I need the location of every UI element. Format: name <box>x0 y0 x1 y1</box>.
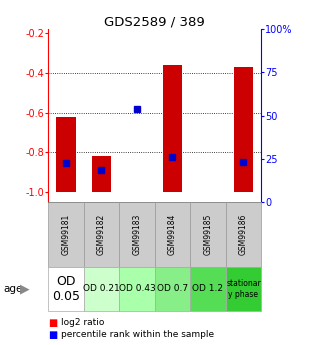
Text: stationar
y phase: stationar y phase <box>226 279 261 299</box>
Text: GSM99186: GSM99186 <box>239 214 248 255</box>
Bar <box>226 267 261 310</box>
Text: OD 1.2: OD 1.2 <box>193 284 224 294</box>
Bar <box>163 65 182 192</box>
Bar <box>84 267 119 310</box>
Text: OD 0.7: OD 0.7 <box>157 284 188 294</box>
Text: GSM99182: GSM99182 <box>97 214 106 255</box>
Bar <box>190 202 226 267</box>
Text: OD 0.21: OD 0.21 <box>83 284 120 294</box>
Text: GSM99184: GSM99184 <box>168 214 177 255</box>
Text: ■: ■ <box>48 330 58 339</box>
Bar <box>155 202 190 267</box>
Text: log2 ratio: log2 ratio <box>61 318 104 327</box>
Title: GDS2589 / 389: GDS2589 / 389 <box>104 15 205 28</box>
Bar <box>226 202 261 267</box>
Bar <box>56 117 76 192</box>
Text: OD 0.43: OD 0.43 <box>118 284 156 294</box>
Text: age: age <box>3 284 22 294</box>
Text: ■: ■ <box>48 318 58 327</box>
Text: OD
0.05: OD 0.05 <box>52 275 80 303</box>
Text: GSM99181: GSM99181 <box>62 214 71 255</box>
Bar <box>48 202 84 267</box>
Bar <box>190 267 226 310</box>
Text: GSM99185: GSM99185 <box>203 214 212 255</box>
Bar <box>119 267 155 310</box>
Bar <box>119 202 155 267</box>
Bar <box>234 67 253 192</box>
Text: percentile rank within the sample: percentile rank within the sample <box>61 330 214 339</box>
Text: ▶: ▶ <box>20 282 30 295</box>
Bar <box>48 267 84 310</box>
Bar <box>84 202 119 267</box>
Text: GSM99183: GSM99183 <box>132 214 142 255</box>
Bar <box>92 156 111 192</box>
Bar <box>155 267 190 310</box>
